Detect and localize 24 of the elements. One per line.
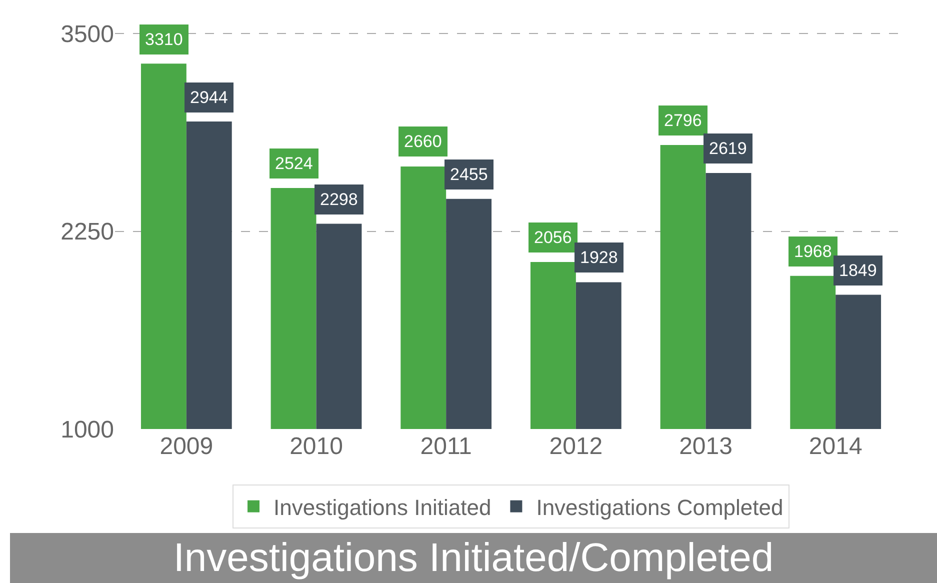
data-label: 2455 [450,165,488,184]
data-label: 3310 [145,30,183,49]
data-label: 1849 [839,261,877,280]
x-tick-label: 2013 [679,433,732,460]
data-label: 1928 [580,248,618,267]
data-label: 2944 [190,88,228,107]
x-tick-label: 2012 [549,433,603,460]
legend-label: Investigations Completed [536,494,784,520]
data-label: 2524 [275,154,313,173]
x-tick-label: 2014 [808,433,862,460]
y-tick-label: 3500 [60,21,114,48]
x-tick-label: 2009 [160,433,214,460]
data-label: 2619 [709,139,747,158]
x-tick-label: 2010 [290,433,343,460]
x-tick-label: 2011 [420,433,472,460]
data-label: 2796 [664,111,702,130]
text: Investigations Initiated/Completed [10,533,937,583]
data-label: 2660 [404,132,442,151]
y-tick-label: 1000 [60,416,114,444]
data-label: 2298 [320,190,358,209]
y-tick-label: 2250 [60,218,114,246]
data-label: 2056 [534,228,572,247]
data-label: 1968 [794,242,832,261]
legend-label: Investigations Initiated [274,494,492,520]
